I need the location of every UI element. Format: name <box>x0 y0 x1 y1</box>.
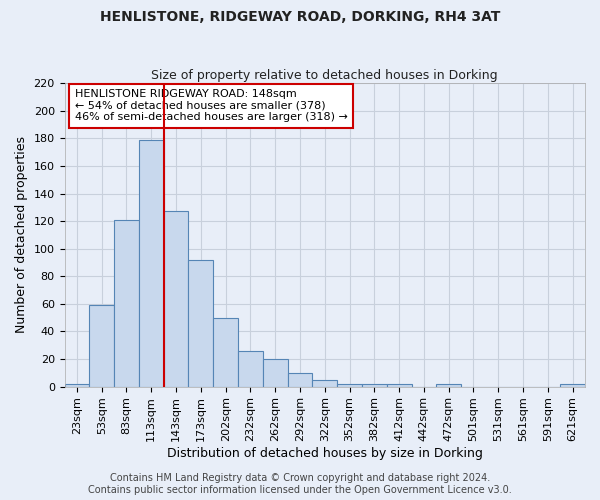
X-axis label: Distribution of detached houses by size in Dorking: Distribution of detached houses by size … <box>167 447 483 460</box>
Bar <box>65 384 89 386</box>
Bar <box>287 373 313 386</box>
Bar <box>89 305 114 386</box>
Bar <box>387 384 412 386</box>
Title: Size of property relative to detached houses in Dorking: Size of property relative to detached ho… <box>151 69 498 82</box>
Text: HENLISTONE RIDGEWAY ROAD: 148sqm
← 54% of detached houses are smaller (378)
46% : HENLISTONE RIDGEWAY ROAD: 148sqm ← 54% o… <box>75 89 348 122</box>
Bar <box>560 384 585 386</box>
Bar <box>114 220 139 386</box>
Bar <box>436 384 461 386</box>
Bar <box>362 384 387 386</box>
Y-axis label: Number of detached properties: Number of detached properties <box>15 136 28 334</box>
Bar <box>139 140 164 386</box>
Bar <box>188 260 213 386</box>
Text: Contains HM Land Registry data © Crown copyright and database right 2024.
Contai: Contains HM Land Registry data © Crown c… <box>88 474 512 495</box>
Bar <box>337 384 362 386</box>
Bar <box>313 380 337 386</box>
Bar <box>164 212 188 386</box>
Bar <box>263 359 287 386</box>
Bar <box>213 318 238 386</box>
Text: HENLISTONE, RIDGEWAY ROAD, DORKING, RH4 3AT: HENLISTONE, RIDGEWAY ROAD, DORKING, RH4 … <box>100 10 500 24</box>
Bar <box>238 350 263 386</box>
